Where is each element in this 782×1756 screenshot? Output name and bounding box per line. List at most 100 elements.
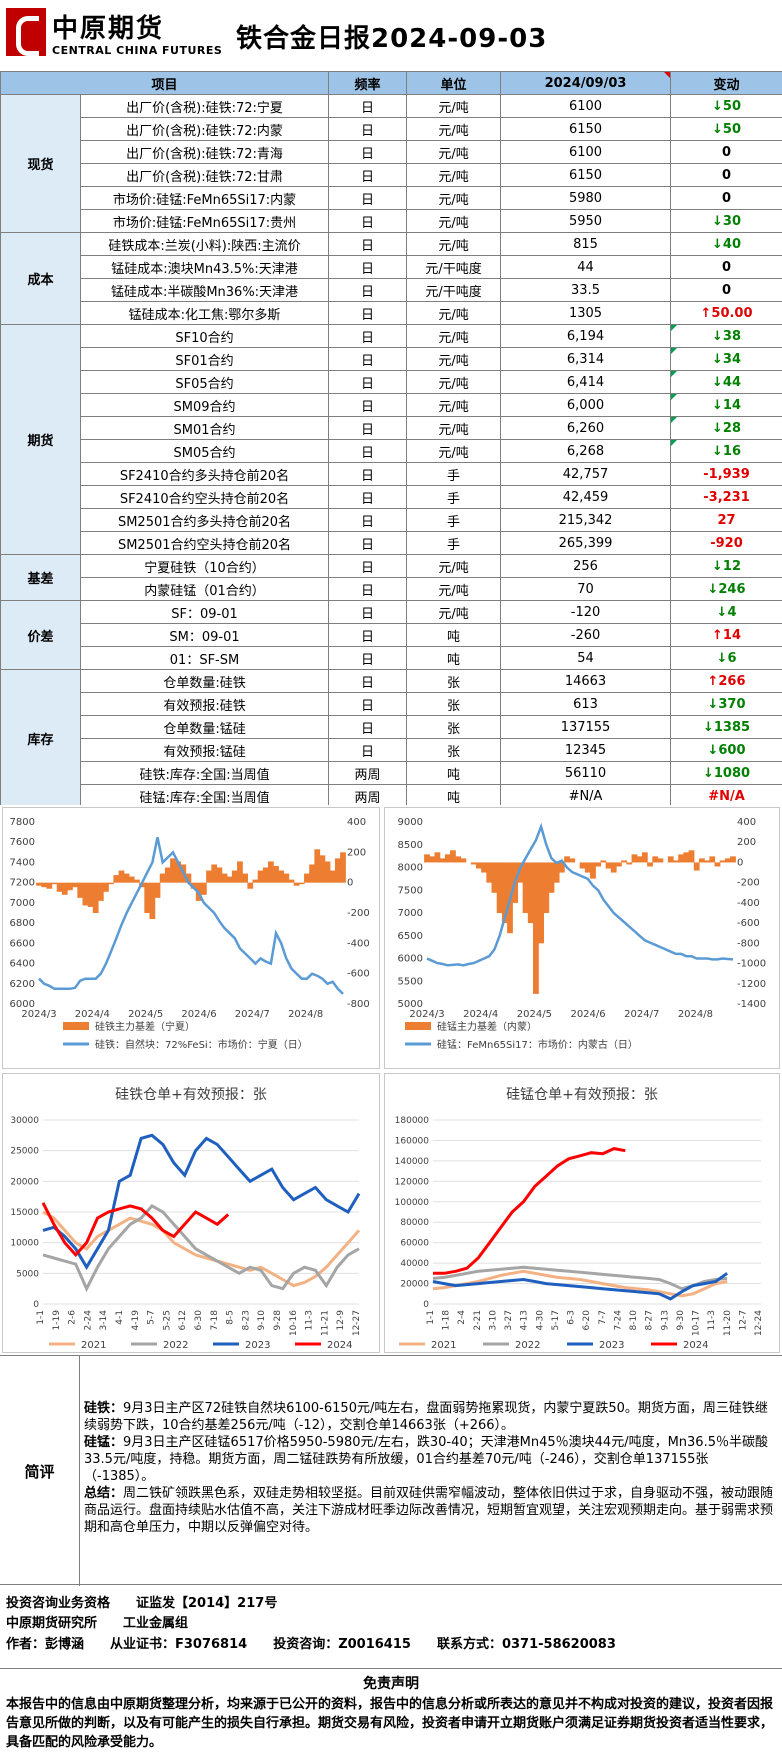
x-tick-label: 3-14 [99, 1310, 109, 1331]
series-line [432, 1272, 728, 1301]
change-value: 370 [718, 696, 746, 712]
item-cell: SF10合约 [79, 324, 330, 348]
basis-bar [329, 870, 336, 883]
basis-bar [470, 862, 477, 865]
basis-bar [206, 870, 212, 883]
y-tick-label: 0 [33, 1300, 39, 1310]
item-cell: 硅铁成本:兰炭(小料):陕西:主流价 [79, 232, 330, 256]
freq-cell: 日 [328, 209, 408, 233]
x-tick-label: 7-24 [613, 1310, 623, 1331]
item-cell: SM：09-01 [79, 623, 330, 647]
value-cell: 42,459 [500, 485, 672, 509]
report-header: 中原期货 CENTRAL CHINA FUTURES 铁合金日报2024-09-… [0, 0, 782, 72]
basis-bar [709, 856, 716, 863]
y-tick-label: 8500 [398, 840, 423, 851]
y2-tick-label: 0 [737, 857, 743, 868]
item-cell: 有效预报:锰硅 [79, 738, 330, 762]
legend-label: 硅铁主力基差（宁夏） [95, 1020, 195, 1033]
value-cell: 14663 [500, 669, 672, 693]
x-tick-label: 2-21 [473, 1310, 483, 1330]
freq-cell: 日 [328, 94, 408, 118]
unit-cell: 元/吨 [406, 140, 502, 164]
item-cell: 出厂价(含税):硅铁:72:内蒙 [79, 117, 330, 141]
arrow-down-icon: ↓ [716, 650, 728, 666]
x-tick-label: 6-30 [194, 1310, 204, 1331]
y-tick-label: 60000 [400, 1239, 429, 1249]
item-cell: SF05合约 [79, 370, 330, 394]
x-tick-label: 3-10 [488, 1310, 498, 1331]
table-row: 出厂价(含税):硅铁:72:甘肃日元/吨 6150 0 [1, 163, 782, 187]
change-value: 50 [722, 121, 742, 137]
basis-bar [486, 862, 493, 883]
basis-bar [41, 882, 48, 888]
item-cell: SM2501合约多头持仓前20名 [79, 508, 330, 532]
arrow-down-icon: ↓ [712, 236, 723, 252]
table-row: 成本 硅铁成本:兰炭(小料):陕西:主流价日元/吨 815 ↓40 [0, 232, 782, 325]
x-tick-label: 2024/4 [75, 1009, 110, 1020]
x-tick-label: 5-17 [551, 1310, 561, 1330]
basis-bar [237, 861, 243, 883]
x-tick-label: 2024/5 [517, 1009, 552, 1020]
freq-cell: 日 [328, 531, 408, 555]
basis-bar [267, 861, 274, 883]
arrow-up-icon: ↑ [700, 305, 712, 321]
freq-cell: 日 [328, 416, 408, 440]
basis-bar [314, 849, 321, 883]
unit-cell: 元/吨 [406, 209, 502, 233]
arrow-down-icon: ↓ [707, 696, 719, 712]
basis-bar [247, 882, 254, 889]
y-tick-label: 6500 [398, 931, 423, 942]
y-tick-label: 120000 [395, 1177, 430, 1187]
review-head: 硅铁： [84, 1401, 124, 1416]
item-cell: SF01合约 [79, 347, 330, 371]
item-cell: SF2410合约多头持仓前20名 [79, 462, 330, 486]
y-tick-label: 0 [423, 1300, 429, 1310]
legend-label: 2023 [245, 1340, 270, 1351]
category-cell: 期货 [0, 324, 81, 555]
unit-cell: 元/吨 [406, 600, 502, 624]
arrow-down-icon: ↓ [712, 98, 723, 114]
item-cell: 仓单数量:锰硅 [79, 715, 330, 739]
basis-bar [252, 879, 259, 883]
change-cell: -3,231 [670, 485, 782, 509]
x-tick-label: 1-19 [52, 1310, 62, 1331]
basis-bar [605, 862, 612, 869]
review-section: 简评 硅铁：9月3日主产区72硅铁自然块6100-6150元/吨左右，盘面弱势拖… [0, 1355, 782, 1586]
arrow-down-icon: ↓ [707, 581, 719, 597]
basis-bar [543, 862, 550, 913]
change-cell: ↓4 [670, 600, 782, 624]
basis-bar [340, 852, 346, 883]
change-value: 1080 [713, 765, 751, 781]
value-cell: 44 [500, 255, 672, 279]
basis-bar [439, 858, 446, 863]
item-cell: 出厂价(含税):硅铁:72:青海 [79, 140, 330, 164]
item-cell: 锰硅成本:化工焦:鄂尔多斯 [79, 301, 330, 325]
basis-bar [56, 882, 63, 892]
change-value: 40 [722, 236, 742, 252]
basis-bar [92, 882, 99, 913]
review-body: 周二铁矿领跌黑色系，双硅走势相较坚挺。目前双硅供需窄幅波动，整体依旧供过于求，自… [84, 1486, 774, 1535]
value-cell: -120 [500, 600, 672, 624]
basis-bar [298, 882, 305, 885]
table-row: 锰硅成本:半碳酸Mn36%:天津港日元/干吨度 33.5 0 [1, 278, 782, 302]
category-cell: 价差 [0, 600, 81, 670]
unit-cell: 元/吨 [406, 117, 502, 141]
table-row: 基差 宁夏硅铁（10合约）日元/吨 256 ↓12 [0, 554, 782, 601]
y2-tick-label: -1400 [737, 999, 766, 1010]
table-row: SM09合约日元/吨 6,000 ↓14 [1, 393, 782, 417]
change-cell: 0 [670, 140, 782, 164]
y-tick-label: 15000 [10, 1208, 39, 1218]
y-tick-label: 20000 [400, 1280, 429, 1290]
x-tick-label: 11-20 [723, 1310, 733, 1336]
x-tick-label: 4-19 [131, 1310, 141, 1331]
x-tick-label: 12-7 [738, 1310, 748, 1330]
y-tick-label: 6000 [10, 999, 35, 1010]
unit-cell: 张 [406, 738, 502, 762]
report-title: 铁合金日报2024-09-03 [236, 24, 548, 54]
freq-cell: 日 [328, 439, 408, 463]
freq-cell: 日 [328, 669, 408, 693]
basis-bar [647, 862, 653, 867]
basis-bar [51, 882, 58, 885]
footer-dept: 中原期货研究所 工业金属组 [6, 1616, 189, 1631]
freq-cell: 日 [328, 738, 408, 762]
